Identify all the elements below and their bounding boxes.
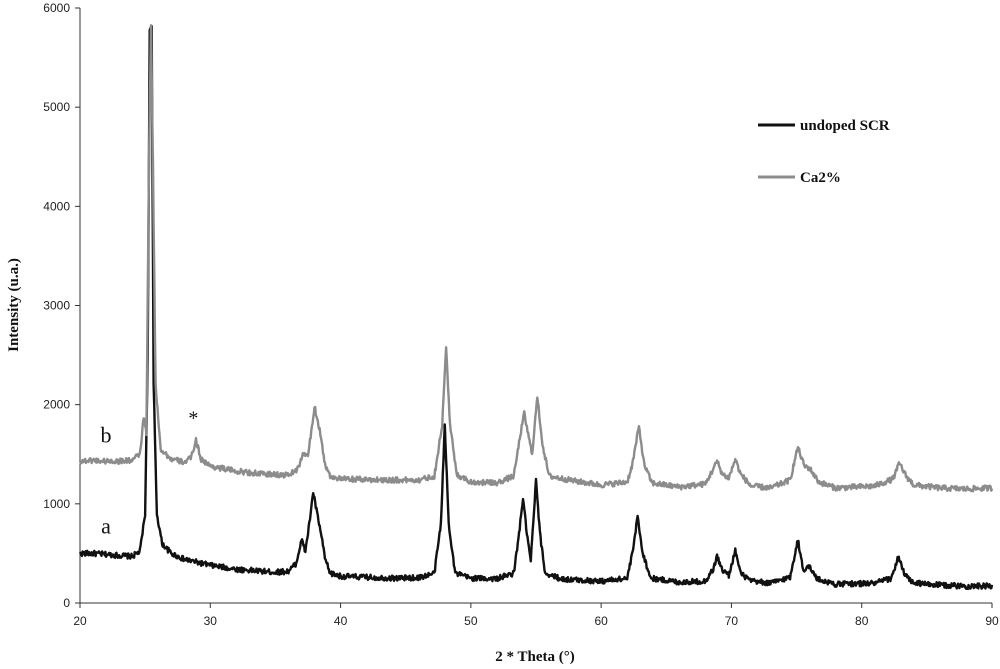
series-lines — [78, 24, 994, 591]
x-axis-title: 2 * Theta (°) — [495, 649, 574, 665]
y-tick-label: 6000 — [43, 1, 70, 15]
y-tick-label: 1000 — [43, 497, 70, 511]
y-axis-title: Intensity (u.a.) — [6, 258, 22, 352]
x-tick-label: 90 — [985, 614, 999, 628]
y-axis-ticks: 0 1000 2000 3000 4000 5000 6000 — [43, 1, 80, 610]
x-tick-label: 60 — [594, 614, 608, 628]
y-tick-label: 4000 — [43, 199, 70, 213]
annotation-label: a — [101, 514, 111, 539]
x-tick-label: 50 — [464, 614, 478, 628]
y-tick-label: 3000 — [43, 299, 70, 313]
annotation-label: * — [188, 408, 198, 430]
x-tick-label: 70 — [725, 614, 739, 628]
legend: undoped SCR Ca2% — [758, 118, 890, 186]
y-tick-label: 2000 — [43, 398, 70, 412]
x-axis-ticks: 20 30 40 50 60 70 80 90 — [73, 603, 999, 628]
x-tick-label: 20 — [73, 614, 87, 628]
annotation-label: b — [101, 422, 112, 447]
y-tick-label: 5000 — [43, 100, 70, 114]
x-tick-label: 80 — [855, 614, 869, 628]
y-tick-label: 0 — [63, 596, 70, 610]
legend-label-ca2: Ca2% — [800, 170, 841, 186]
series-line-undoped-scr — [78, 25, 994, 591]
series-line-ca2 — [78, 24, 994, 493]
x-tick-label: 30 — [204, 614, 218, 628]
annotations: a b * — [101, 408, 199, 539]
x-tick-label: 40 — [334, 614, 348, 628]
legend-label-undoped-scr: undoped SCR — [800, 118, 890, 134]
